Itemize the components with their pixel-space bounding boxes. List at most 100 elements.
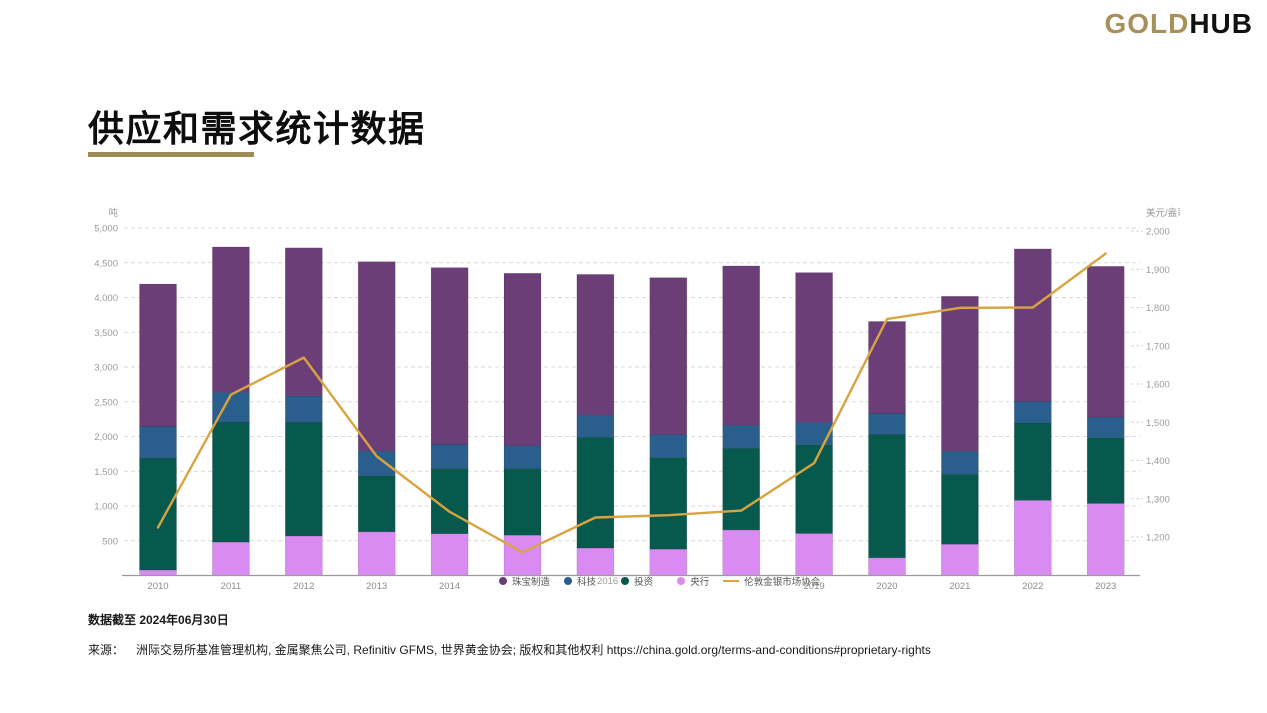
- legend-label-central-banks: 央行: [690, 577, 710, 588]
- data-as-of-label: 数据截至 2024年06月30日: [88, 613, 229, 627]
- bar-segment-央行-2013[interactable]: [357, 531, 396, 576]
- bar-segment-珠宝制造-2015[interactable]: [503, 273, 542, 446]
- legend-label-investment: 投资: [634, 577, 654, 588]
- bar-segment-投资-2020[interactable]: [868, 434, 906, 559]
- legend-line-lbma: [723, 580, 740, 582]
- bar-segment-央行-2014[interactable]: [430, 533, 469, 576]
- legend-label-jewellery: 珠宝制造: [512, 577, 551, 588]
- bar-segment-央行-2022[interactable]: [1013, 500, 1052, 576]
- bar-segment-央行-2023[interactable]: [1086, 503, 1125, 576]
- legend-item-lbma[interactable]: 伦敦金银市场协会: [723, 574, 820, 588]
- bar-segment-科技-2022[interactable]: [1013, 401, 1052, 424]
- bar-segment-珠宝制造-2013[interactable]: [357, 261, 396, 452]
- bar-segment-投资-2019[interactable]: [795, 444, 833, 534]
- left-axis-tick: 1,000: [94, 502, 118, 513]
- right-axis-tick: 1,200: [1146, 533, 1170, 544]
- bar-segment-珠宝制造-2020[interactable]: [868, 321, 906, 414]
- bar-segment-科技-2021[interactable]: [941, 451, 979, 475]
- bar-segment-央行-2019[interactable]: [795, 533, 833, 576]
- bar-segment-投资-2022[interactable]: [1013, 422, 1052, 501]
- x-axis-label-2010: 2010: [147, 581, 168, 592]
- chart-legend: 珠宝制造 科技 2016 投资 央行 伦敦金银市场协会: [499, 573, 820, 589]
- bar-segment-科技-2016[interactable]: [576, 414, 615, 438]
- bar-segment-投资-2023[interactable]: [1086, 437, 1125, 504]
- legend-item-investment[interactable]: 投资: [621, 574, 653, 588]
- x-axis-label-2013: 2013: [366, 581, 387, 592]
- bar-segment-央行-2016[interactable]: [576, 547, 615, 576]
- lbma-price-line[interactable]: [156, 252, 1107, 554]
- bar-segment-科技-2010[interactable]: [139, 426, 177, 459]
- bar-segment-科技-2020[interactable]: [868, 413, 906, 435]
- x-axis-label-2021: 2021: [949, 581, 970, 592]
- legend-item-jewellery[interactable]: 珠宝制造: [499, 574, 550, 588]
- left-axis-title: 吨: [108, 207, 118, 219]
- left-axis-tick: 2,500: [94, 397, 118, 408]
- bar-segment-珠宝制造-2012[interactable]: [284, 247, 323, 397]
- bar-segment-科技-2012[interactable]: [284, 395, 323, 423]
- legend-label-technology: 科技: [577, 577, 597, 588]
- logo-hub-text: HUB: [1189, 8, 1253, 39]
- bar-segment-科技-2014[interactable]: [430, 444, 469, 469]
- bar-segment-投资-2012[interactable]: [284, 422, 323, 537]
- bar-segment-央行-2012[interactable]: [284, 535, 323, 576]
- left-axis-tick: 3,000: [94, 363, 118, 374]
- legend-item-technology[interactable]: 科技: [564, 574, 596, 588]
- bar-segment-科技-2023[interactable]: [1086, 416, 1125, 439]
- bar-segment-珠宝制造-2022[interactable]: [1013, 248, 1052, 402]
- left-axis-tick: 4,000: [94, 293, 118, 304]
- right-axis-tick: 1,300: [1146, 494, 1170, 505]
- bar-segment-科技-2019[interactable]: [795, 421, 833, 446]
- x-axis-label-2022: 2022: [1022, 581, 1043, 592]
- bar-segment-科技-2015[interactable]: [503, 445, 542, 469]
- bar-segment-珠宝制造-2011[interactable]: [212, 246, 250, 393]
- bar-segment-珠宝制造-2019[interactable]: [795, 272, 833, 423]
- legend-item-central-banks[interactable]: 央行: [677, 574, 709, 588]
- right-axis-tick: 1,700: [1146, 341, 1170, 352]
- right-axis-tick: 2,000: [1146, 227, 1170, 238]
- x-axis-label-2016: 2016: [597, 575, 619, 587]
- bar-segment-央行-2011[interactable]: [212, 541, 250, 576]
- bar-segment-科技-2017[interactable]: [649, 434, 688, 458]
- bar-segment-珠宝制造-2010[interactable]: [139, 283, 177, 427]
- x-axis-label-2014: 2014: [439, 581, 460, 592]
- bar-segment-投资-2021[interactable]: [941, 473, 979, 545]
- bar-segment-珠宝制造-2018[interactable]: [722, 265, 761, 426]
- right-axis-tick: 1,800: [1146, 303, 1170, 314]
- bar-segment-央行-2015[interactable]: [503, 534, 542, 576]
- bar-segment-科技-2018[interactable]: [722, 424, 761, 449]
- x-axis-label-2011: 2011: [221, 581, 241, 592]
- bar-segment-珠宝制造-2016[interactable]: [576, 274, 615, 416]
- bar-segment-央行-2021[interactable]: [941, 543, 979, 576]
- legend-dot-investment: [621, 577, 630, 585]
- bar-segment-珠宝制造-2023[interactable]: [1086, 266, 1125, 418]
- right-axis-tick: 1,600: [1146, 380, 1170, 391]
- right-axis-tick: 1,500: [1146, 418, 1170, 429]
- bar-segment-投资-2018[interactable]: [722, 448, 761, 531]
- bar-segment-央行-2020[interactable]: [868, 557, 906, 576]
- left-axis-tick: 5,000: [94, 224, 118, 235]
- source-line: 来源： 洲际交易所基准管理机构, 金属聚焦公司, Refinitiv GFMS, …: [88, 641, 931, 658]
- bar-segment-投资-2011[interactable]: [212, 421, 250, 543]
- page-title: 供应和需求统计数据: [88, 108, 426, 149]
- bar-segment-央行-2017[interactable]: [649, 548, 688, 576]
- bar-segment-珠宝制造-2021[interactable]: [941, 296, 979, 452]
- goldhub-logo[interactable]: GOLDHUB: [1104, 8, 1253, 40]
- bar-segment-投资-2016[interactable]: [576, 436, 615, 549]
- source-label: 来源：: [88, 643, 125, 657]
- bar-segment-投资-2015[interactable]: [503, 468, 542, 536]
- supply-demand-chart: 5,000 4,500 4,000 3,500 3,000 2,500 2,000 1,500…: [0, 200, 1180, 600]
- bar-segment-珠宝制造-2014[interactable]: [430, 267, 469, 445]
- bar-segment-珠宝制造-2017[interactable]: [649, 277, 688, 435]
- x-axis-label-2020: 2020: [876, 581, 897, 592]
- title-underline: [88, 152, 254, 157]
- bar-segment-投资-2010[interactable]: [139, 458, 177, 571]
- chart-canvas: 5,000 4,500 4,000 3,500 3,000 2,500 2,000 1,500…: [94, 207, 1180, 592]
- legend-dot-jewellery: [499, 577, 507, 585]
- bar-segment-投资-2017[interactable]: [649, 457, 688, 550]
- left-axis-tick: 3,500: [94, 328, 118, 339]
- bar-segment-央行-2018[interactable]: [722, 529, 761, 576]
- bar-segment-央行-2010[interactable]: [139, 569, 177, 576]
- left-axis-tick: 4,500: [94, 258, 118, 269]
- source-text: 洲际交易所基准管理机构, 金属聚焦公司, Refinitiv GFMS, 世界黄…: [136, 643, 931, 657]
- bar-segment-投资-2013[interactable]: [357, 475, 396, 533]
